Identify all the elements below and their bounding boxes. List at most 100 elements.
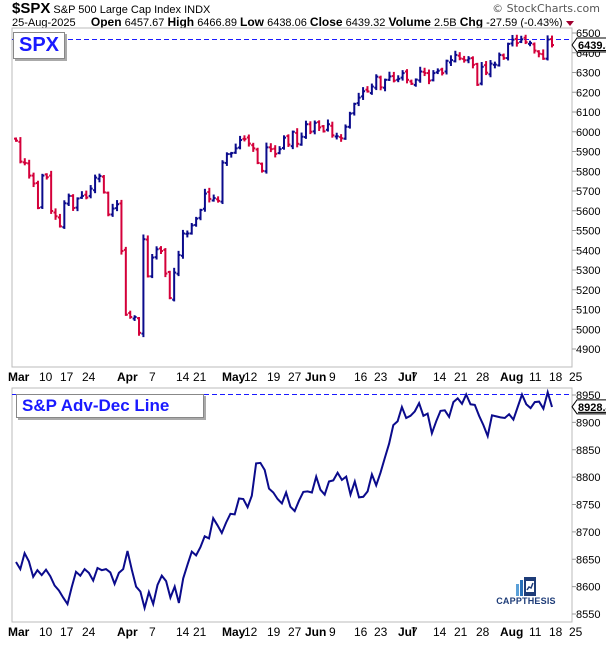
svg-text:6439.3: 6439.3 [578,40,606,52]
svg-text:14: 14 [176,370,190,384]
svg-text:8550: 8550 [576,609,600,621]
svg-text:5000: 5000 [576,324,600,336]
close-label: Close [309,15,343,29]
svg-text:28: 28 [476,625,490,639]
svg-text:8600: 8600 [576,582,600,594]
svg-text:6100: 6100 [576,107,600,119]
svg-text:7: 7 [411,370,418,384]
svg-text:8750: 8750 [576,500,600,512]
svg-text:17: 17 [60,625,74,639]
svg-text:Mar: Mar [8,625,30,639]
svg-text:23: 23 [374,625,388,639]
svg-text:19: 19 [267,370,281,384]
svg-text:7: 7 [149,625,156,639]
symbol: $SPX [12,0,51,17]
svg-text:May: May [222,625,246,639]
symbol-name: S&P 500 Large Cap Index [53,4,182,16]
svg-text:May: May [222,370,246,384]
quote-line: 25-Aug-2025 Open 6457.67 High 6466.89 Lo… [12,15,574,29]
watermark-text: CAPPTHESIS [496,596,556,606]
svg-text:Apr: Apr [117,625,138,639]
svg-text:5400: 5400 [576,245,600,257]
svg-text:10: 10 [39,370,53,384]
low-label: Low [240,15,265,29]
close-value: 6439.32 [345,17,386,29]
chg-label: Chg [459,15,484,29]
svg-text:27: 27 [288,370,302,384]
chg-value: -27.59 (-0.43%) [486,17,563,29]
svg-text:Jun: Jun [305,625,326,639]
svg-text:8950: 8950 [576,390,600,402]
svg-text:Aug: Aug [500,625,523,639]
ad-panel-label: S&P Adv-Dec Line [16,394,204,418]
svg-text:Jul: Jul [398,370,415,384]
svg-text:8928.4: 8928.4 [578,402,606,414]
open-value: 6457.67 [124,17,165,29]
svg-text:Apr: Apr [117,370,138,384]
svg-text:25: 25 [569,370,583,384]
svg-text:14: 14 [433,370,447,384]
svg-text:6300: 6300 [576,68,600,80]
svg-text:10: 10 [39,625,53,639]
open-label: Open [90,15,122,29]
svg-text:21: 21 [454,370,468,384]
svg-text:27: 27 [288,625,302,639]
svg-text:5500: 5500 [576,226,600,238]
svg-text:12: 12 [244,370,258,384]
svg-text:Jul: Jul [398,625,415,639]
svg-text:24: 24 [82,370,96,384]
svg-text:18: 18 [549,370,563,384]
svg-text:21: 21 [193,370,207,384]
svg-text:5300: 5300 [576,265,600,277]
watermark: CAPPTHESIS [494,576,558,606]
svg-text:8650: 8650 [576,554,600,566]
svg-text:7: 7 [149,370,156,384]
price-panel-label: SPX [13,32,66,59]
copyright: © StockCharts.com [492,2,600,15]
svg-text:Aug: Aug [500,370,523,384]
svg-text:11: 11 [529,625,542,639]
svg-text:5700: 5700 [576,186,600,198]
svg-text:5900: 5900 [576,147,600,159]
down-triangle-icon [565,20,574,26]
svg-text:7: 7 [411,625,418,639]
svg-text:9: 9 [329,625,336,639]
high-label: High [167,15,195,29]
svg-text:8800: 8800 [576,472,600,484]
ad-last-tag: 8928.4 [571,399,606,415]
svg-text:24: 24 [82,625,96,639]
svg-text:25: 25 [569,625,583,639]
svg-text:8850: 8850 [576,445,600,457]
svg-text:14: 14 [176,625,190,639]
price-last-tag: 6439.3 [571,37,606,53]
svg-text:6500: 6500 [576,28,600,40]
volume-label: Volume [388,15,431,29]
low-value: 6438.06 [267,17,307,29]
capp-logo-icon [516,577,536,596]
svg-text:Mar: Mar [8,370,30,384]
svg-text:28: 28 [476,370,490,384]
svg-text:23: 23 [374,370,388,384]
svg-text:14: 14 [433,625,447,639]
svg-text:Jun: Jun [305,370,326,384]
svg-text:16: 16 [354,625,368,639]
svg-text:9: 9 [329,370,336,384]
svg-text:4900: 4900 [576,344,600,356]
high-value: 6466.89 [197,17,237,29]
svg-text:8700: 8700 [576,527,600,539]
svg-text:18: 18 [549,625,563,639]
svg-text:12: 12 [244,625,258,639]
svg-text:16: 16 [354,370,368,384]
svg-text:5800: 5800 [576,166,600,178]
svg-text:21: 21 [193,625,207,639]
svg-text:5200: 5200 [576,285,600,297]
svg-text:5100: 5100 [576,305,600,317]
svg-text:21: 21 [454,625,468,639]
svg-text:6000: 6000 [576,127,600,139]
svg-text:5600: 5600 [576,206,600,218]
svg-text:17: 17 [60,370,74,384]
exchange: INDX [184,4,211,16]
volume-value: 2.5B [434,17,457,29]
svg-text:11: 11 [529,370,542,384]
